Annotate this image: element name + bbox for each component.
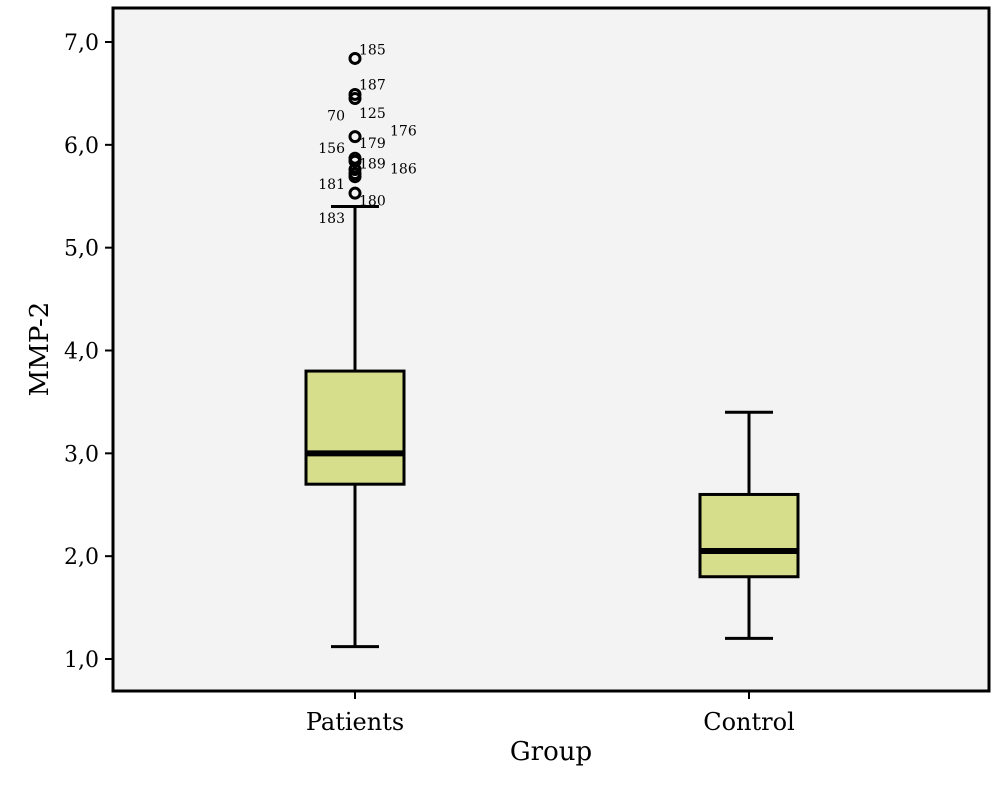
outlier-label: 183 [318, 211, 345, 227]
x-tick-label: Patients [306, 708, 404, 736]
outlier-label: 189 [359, 157, 386, 173]
y-tick-label: 4,0 [64, 340, 99, 365]
outlier-label: 187 [359, 77, 386, 93]
outlier-point [348, 51, 362, 65]
y-tick-label: 2,0 [64, 545, 99, 570]
x-axis: Patients Control [306, 691, 795, 736]
outlier-label: 125 [359, 106, 386, 122]
outlier-label: 185 [359, 42, 386, 58]
y-axis-title: MMP-2 [25, 302, 55, 397]
x-axis-title: Group [510, 737, 592, 767]
plot-area [111, 6, 991, 693]
outlier-point [348, 154, 362, 168]
iqr-box [304, 369, 406, 486]
outlier-point [348, 130, 362, 144]
outlier-label: 176 [390, 124, 417, 140]
outlier-label: 181 [318, 177, 345, 193]
y-tick-label: 7,0 [64, 31, 99, 56]
iqr-box [698, 492, 800, 579]
outlier-label: 70 [327, 108, 345, 124]
y-tick-label: 6,0 [64, 134, 99, 159]
outlier-point [348, 170, 362, 184]
outlier-label: 186 [390, 162, 417, 178]
y-tick-label: 3,0 [64, 442, 99, 467]
outlier-label: 180 [359, 194, 386, 210]
y-axis: 1,0 2,0 3,0 4,0 5,0 6,0 7,0 [64, 31, 113, 673]
y-tick-label: 5,0 [64, 237, 99, 262]
x-tick-label: Control [703, 708, 795, 736]
outlier-point [348, 92, 362, 106]
box-control [698, 410, 800, 640]
outlier-label: 156 [318, 141, 345, 157]
outlier-label: 179 [359, 136, 386, 152]
y-tick-label: 1,0 [64, 648, 99, 673]
outlier-point [348, 186, 362, 200]
